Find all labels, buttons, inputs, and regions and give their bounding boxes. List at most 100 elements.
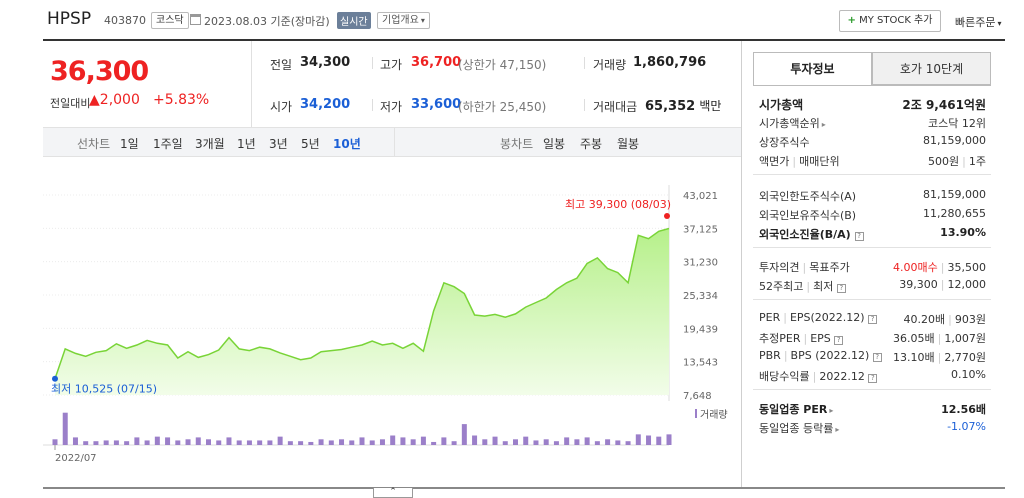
est-per-values: 36.05배 | 1,007원 [893,330,986,346]
low-annotation: 최저 10,525 (07/15) [51,383,157,396]
y-tick-label: 43,021 [683,191,718,202]
dividend-date: 2022.12 [819,370,865,383]
tab-3m[interactable]: 3개월 [195,137,225,151]
est-per-label: 추정PER | EPS ? [759,330,844,346]
company-overview-button[interactable]: 기업개요 ▾ [377,12,430,29]
market-cap-label: 시가총액 [759,98,804,112]
help-icon[interactable]: ? [868,315,878,324]
collapse-toggle-button[interactable]: ⌃ [373,488,413,498]
x-tick-label: 2022/07 [55,453,97,464]
tab-weekly[interactable]: 주봉 [580,137,603,151]
change-label: 전일대비 [50,97,91,110]
volume-bar [553,441,559,445]
tab-1d[interactable]: 1일 [120,137,139,151]
volume-bar [339,439,345,445]
volume-bar [379,439,385,445]
volume-bar [410,439,416,445]
industry-per-link[interactable]: 동일업종 PER ▸ [759,401,833,417]
stat-amount-label: 거래대금 [593,100,638,114]
volume-bar [543,439,549,445]
help-icon[interactable]: ? [834,336,844,345]
foreign-limit: 81,159,000 [923,188,986,201]
volume-bar [390,435,396,445]
date-text: 2023.08.03 기준(장마감) [204,15,330,28]
volume-bar [206,439,211,445]
volume-bar [113,440,119,445]
stat-open: 34,200 [300,97,351,112]
shares-label: 상장주식수 [759,136,810,149]
period-tab-bar [43,127,741,157]
stat-open-label: 시가 [270,100,293,114]
divider: | [783,311,787,324]
divider: | [812,370,817,383]
volume-bar [72,437,78,445]
market-cap-rank-link[interactable]: 시가총액순위 ▸ [759,115,826,131]
volume-bar [656,436,662,445]
per-value: 40.20배 [903,313,946,326]
dividend: 0.10% [951,368,986,381]
triangle-up-icon: ▲ [89,92,100,108]
foreign-ratio-label-wrap: 외국인소진율(B/A) ? [759,226,864,242]
market-badge: 코스닥 [151,12,189,29]
y-tick-label: 25,334 [683,291,718,302]
volume-bar [492,436,498,445]
w52-values: 39,300 | 12,000 [899,278,986,291]
tab-daily[interactable]: 일봉 [543,137,566,151]
tab-5y[interactable]: 5년 [301,137,320,151]
quick-order-button[interactable]: 빠른주문 ▾ [955,14,1002,30]
market-cap-rank: 코스닥 12위 [928,117,986,130]
divider: | [940,261,945,274]
stat-prev: 34,300 [300,55,351,70]
tab-invest-info[interactable]: 투자정보 [753,52,872,85]
tab-1y[interactable]: 1년 [237,137,256,151]
volume-bar [246,440,252,445]
chevron-right-icon: ▸ [821,120,826,129]
stat-lower-limit: (하한가 25,450) [458,100,547,114]
target-price-label: 목표주가 [809,261,850,274]
plus-icon: + [847,15,856,26]
price-chart: 43,021 37,125 31,230 25,334 19,439 13,543 7,64… [43,185,728,464]
volume-bar [523,436,529,445]
dividend-label-text: 배당수익률 [759,370,810,383]
stat-volume: 1,860,796 [633,55,707,70]
realtime-badge[interactable]: 실시간 [337,12,371,29]
per-label: PER | EPS(2022.12) ? [759,311,878,324]
tab-monthly[interactable]: 월봉 [617,137,640,151]
tab-invest-info-label: 투자정보 [790,62,835,76]
industry-rate: -1.07% [947,420,986,433]
tab-order-book[interactable]: 호가 10단계 [872,52,991,85]
volume-bar [420,436,426,445]
y-tick-label: 37,125 [683,224,718,235]
volume-bar [482,439,488,445]
volume-bar [472,435,478,445]
stat-sep [584,57,585,69]
high-point [664,213,670,220]
tab-10y[interactable]: 10년 [333,137,361,151]
quick-order-label: 빠른주문 [955,16,996,29]
volume-bar [451,441,457,445]
volume-bar [216,440,222,445]
foreign-ratio-label: 외국인소진율(B/A) [759,228,851,241]
help-icon[interactable]: ? [854,232,864,241]
help-icon[interactable]: ? [868,374,878,383]
tab-1w[interactable]: 1주일 [153,137,183,151]
calendar-icon [190,14,201,25]
est-eps-value: 1,007원 [944,332,986,345]
pbr-value: 13.10배 [893,351,935,364]
dividend-label: 배당수익률 | 2022.12 ? [759,368,878,384]
stat-low-label: 저가 [380,100,403,114]
help-icon[interactable]: ? [872,353,882,362]
industry-rate-link[interactable]: 동일업종 등락률 ▸ [759,420,839,436]
line-chart-label: 선차트 [77,137,111,151]
volume-bar [175,440,181,445]
my-stock-button[interactable]: + MY STOCK 추가 [839,10,941,32]
bps-value: 2,770원 [944,351,986,364]
per-values: 40.20배 | 903원 [904,311,986,327]
w52-high-label: 52주최고 [759,280,804,293]
tab-3y[interactable]: 3년 [269,137,288,151]
volume-bar [574,439,580,445]
volume-bar [594,441,600,445]
stat-amount: 65,352 백만 [645,97,721,114]
help-icon[interactable]: ? [836,284,846,293]
pbr-label: PBR | BPS (2022.12) ? [759,349,882,362]
